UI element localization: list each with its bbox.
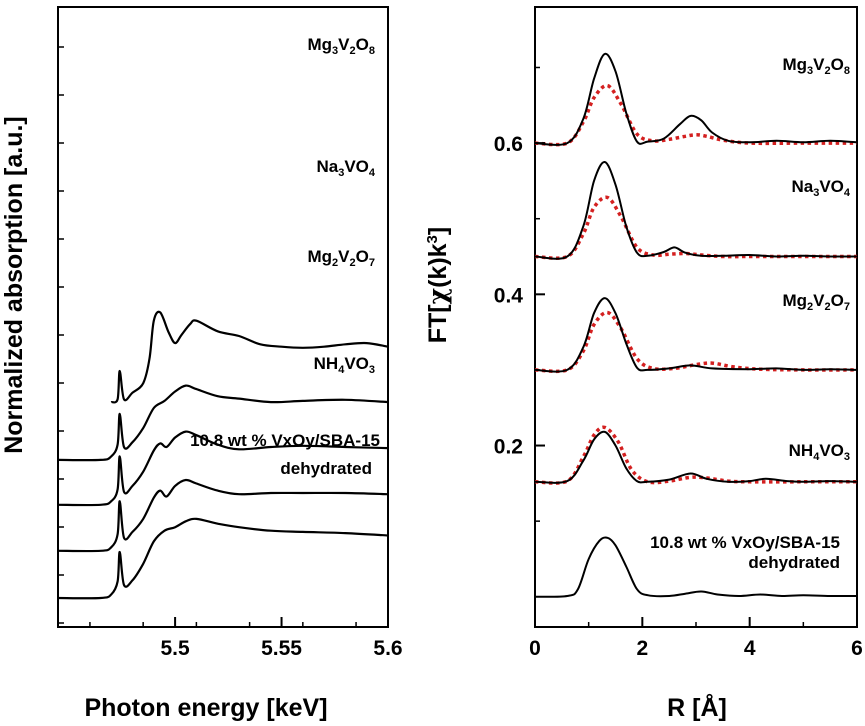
exafs-y-tick-label: 0.6	[494, 133, 523, 156]
xanes-x-tick-label: 5.55	[261, 637, 302, 660]
exafs-label-mg2v2o7: Mg2V2O7	[783, 291, 851, 313]
exafs-line-nh4vo3	[534, 430, 858, 484]
exafs-y-tick-label: 0.4	[494, 284, 524, 307]
xanes-label-sba15-line1: 10.8 wt % VxOy/SBA-15	[190, 431, 380, 450]
xanes-ticks: 5.5 5.55 5.6	[58, 46, 403, 660]
xanes-line-na3vo4	[57, 384, 389, 462]
exafs-curve-labels: Mg3V2O8 Na3VO4 Mg2V2O7 NH4VO3 10.8 wt % VxOy…	[650, 55, 851, 572]
xanes-label-na3vo4: Na3VO4	[316, 157, 375, 179]
exafs-y-axis-title: FT[χ(k)k3]	[423, 227, 452, 343]
xanes-label-mg2v2o7: Mg2V2O7	[308, 247, 376, 269]
xanes-y-axis-title: Normalized absorption [a.u.]	[0, 116, 28, 454]
xanes-label-nh4vo3: NH4VO3	[314, 354, 375, 376]
exafs-fit-mg2v2o7	[534, 310, 858, 374]
xanes-curve-labels: Mg3V2O8 Na3VO4 Mg2V2O7 NH4VO3 10.8 wt % VxOy…	[190, 35, 380, 478]
xanes-line-10-8-wt-vxoy-sba-15-dehydrated	[57, 517, 389, 600]
exafs-line-mg3v2o8	[534, 52, 858, 146]
xanes-panel: 5.5 5.55 5.6 Mg3V2O8 Na3VO4 Mg2V2O7 NH4VO3 10.…	[0, 6, 403, 722]
exafs-x-axis-title: R [Å]	[667, 693, 727, 722]
exafs-y-tick-label: 0.2	[494, 436, 523, 459]
xanes-line-mg2v2o7	[57, 430, 389, 507]
exafs-panel: 0 2 4 6 0.2 0.4 0.6 Mg3V2O8 Na3VO4 Mg2V2O7 NH4VO3…	[423, 6, 863, 722]
xanes-x-tick-label: 5.6	[373, 637, 402, 660]
exafs-line-na3vo4	[534, 161, 858, 260]
exafs-x-tick-label: 6	[851, 637, 863, 660]
exafs-label-sba15-line1: 10.8 wt % VxOy/SBA-15	[650, 533, 840, 552]
xanes-curves	[57, 310, 389, 600]
exafs-x-tick-label: 0	[529, 637, 541, 660]
exafs-label-mg3v2o8: Mg3V2O8	[783, 55, 851, 77]
xanes-plot-frame	[57, 6, 389, 628]
exafs-label-na3vo4: Na3VO4	[791, 177, 850, 199]
exafs-ticks: 0 2 4 6 0.2 0.4 0.6	[494, 66, 863, 660]
xanes-x-tick-label: 5.5	[160, 637, 190, 660]
exafs-line-10-8-wt-vxoy-sba-15-dehydrated	[534, 536, 858, 598]
xanes-line-nh4vo3	[57, 478, 389, 553]
exafs-line-mg2v2o7	[534, 297, 858, 373]
exafs-fit-mg3v2o8	[534, 83, 858, 147]
exafs-curves	[534, 52, 858, 598]
exafs-x-tick-label: 2	[636, 637, 648, 660]
exafs-label-nh4vo3: NH4VO3	[789, 441, 850, 463]
exafs-label-sba15-line2: dehydrated	[748, 553, 840, 572]
xanes-x-axis-title: Photon energy [keV]	[84, 694, 327, 722]
exafs-x-tick-label: 4	[744, 637, 756, 660]
xanes-label-sba15-line2: dehydrated	[280, 459, 372, 478]
xanes-line-mg3v2o8	[110, 310, 389, 404]
xanes-label-mg3v2o8: Mg3V2O8	[308, 35, 376, 57]
